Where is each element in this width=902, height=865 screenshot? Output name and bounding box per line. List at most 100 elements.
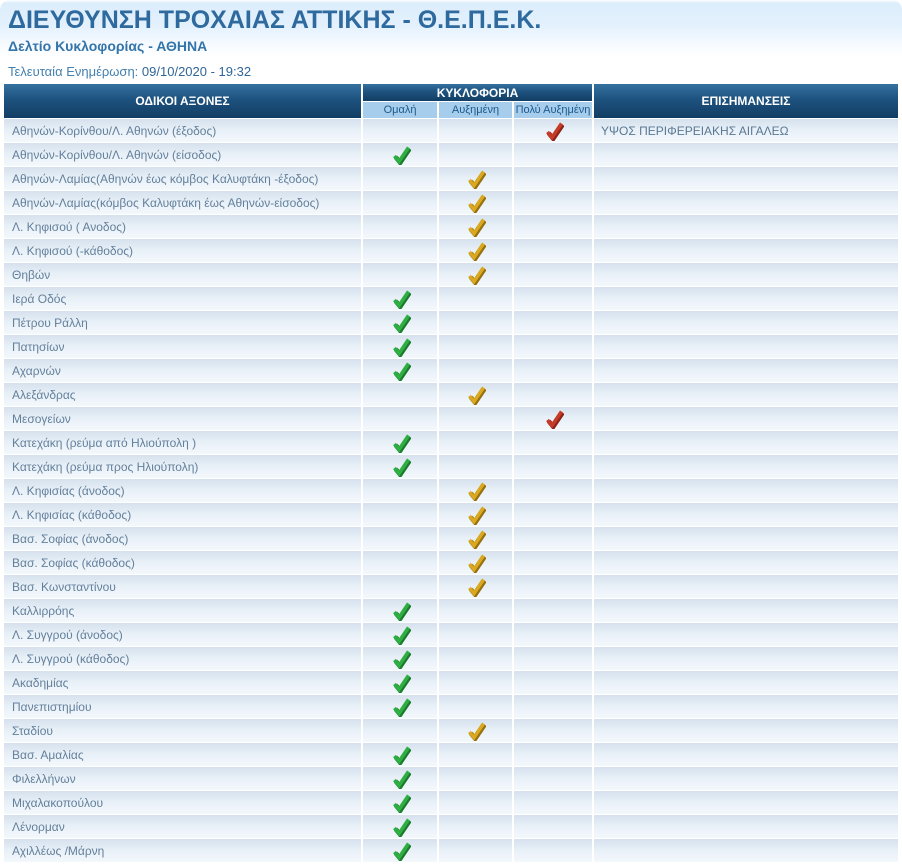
remark-cell [594,287,898,310]
check-icon [468,721,486,741]
status-cell-increased [439,695,512,718]
check-icon [392,793,411,813]
road-name: Λ. Κηφισού ( Ανοδος) [4,215,361,238]
status-cell-increased [439,215,512,238]
column-header-traffic: ΚΥΚΛΟΦΟΡΙΑ [363,84,592,101]
status-cell-increased [439,623,512,646]
road-name: Λ. Συγγρού (άνοδος) [4,623,361,646]
check-icon [392,817,411,837]
check-icon [468,481,486,501]
check-icon [392,745,411,765]
road-name: Ακαδημίας [4,671,361,694]
remark-cell [594,743,898,766]
road-name: Πατησίων [4,335,361,358]
road-name: Λ. Κηφισίας (κάθοδος) [4,503,361,526]
check-icon [392,625,411,645]
status-cell-very-increased [514,695,592,718]
table-row: Βασ. Αμαλίας [4,743,898,766]
road-name: Λ. Συγγρού (κάθοδος) [4,647,361,670]
table-row: Πατησίων [4,335,898,358]
road-name: Λ. Κηφισίας (άνοδος) [4,479,361,502]
status-cell-increased [439,743,512,766]
status-cell-normal [363,695,437,718]
status-cell-very-increased [514,407,592,430]
status-cell-very-increased [514,575,592,598]
subheader-very-increased: Πολύ Αυξημένη [514,102,592,118]
remark-cell [594,503,898,526]
road-name: Βασ. Σοφίας (άνοδος) [4,527,361,550]
check-icon [468,553,486,573]
road-name: Αθηνών-Λαμίας(κόμβος Καλυφτάκη έως Αθηνώ… [4,191,361,214]
table-row: Λ. Συγγρού (κάθοδος) [4,647,898,670]
table-row: Κατεχάκη (ρεύμα προς Ηλιούπολη) [4,455,898,478]
road-name: Μιχαλακοπούλου [4,791,361,814]
status-cell-increased [439,263,512,286]
check-icon [392,337,411,357]
status-cell-very-increased [514,767,592,790]
status-cell-very-increased [514,599,592,622]
table-row: Κατεχάκη (ρεύμα από Ηλιούπολη ) [4,431,898,454]
status-cell-normal [363,527,437,550]
status-cell-normal [363,623,437,646]
check-icon [468,529,486,549]
table-row: Σταδίου [4,719,898,742]
road-name: Φιλελλήνων [4,767,361,790]
status-cell-very-increased [514,119,592,142]
road-name: Βασ. Σοφίας (κάθοδος) [4,551,361,574]
road-name: Μεσογείων [4,407,361,430]
status-cell-normal [363,359,437,382]
check-icon [468,385,486,405]
table-row: Αχαρνών [4,359,898,382]
check-icon [392,649,411,669]
road-name: Πανεπιστημίου [4,695,361,718]
status-cell-normal [363,551,437,574]
table-header: ΟΔΙΚΟΙ ΑΞΟΝΕΣ ΚΥΚΛΟΦΟΡΙΑ Ομαλή Αυξημένη … [4,84,898,118]
table-row: Αθηνών-Κορίνθου/Λ. Αθηνών (είσοδος) [4,143,898,166]
status-cell-increased [439,311,512,334]
check-icon [392,697,411,717]
table-row: Λ. Κηφισίας (άνοδος) [4,479,898,502]
last-update-value: 09/10/2020 - 19:32 [141,64,252,79]
check-icon [392,769,411,789]
check-icon [392,145,411,165]
status-cell-very-increased [514,311,592,334]
table-row: Θηβών [4,263,898,286]
subheader-normal: Ομαλή [363,102,437,118]
status-cell-very-increased [514,263,592,286]
status-cell-normal [363,791,437,814]
table-row: Λ. Κηφισού ( Ανοδος) [4,215,898,238]
status-cell-normal [363,839,437,862]
check-icon [545,409,564,429]
status-cell-very-increased [514,671,592,694]
status-cell-very-increased [514,359,592,382]
road-name: Θηβών [4,263,361,286]
check-icon [392,601,411,621]
status-cell-increased [439,431,512,454]
status-cell-normal [363,671,437,694]
road-name: Βασ. Αμαλίας [4,743,361,766]
traffic-subheaders: Ομαλή Αυξημένη Πολύ Αυξημένη [363,102,592,118]
status-cell-increased [439,671,512,694]
remark-cell [594,359,898,382]
status-cell-very-increased [514,815,592,838]
status-cell-very-increased [514,215,592,238]
status-cell-increased [439,359,512,382]
table-row: Λ. Κηφισίας (κάθοδος) [4,503,898,526]
table-row: Μεσογείων [4,407,898,430]
table-row: Καλλιρρόης [4,599,898,622]
remark-cell [594,599,898,622]
remark-cell [594,551,898,574]
road-name: Καλλιρρόης [4,599,361,622]
status-cell-very-increased [514,503,592,526]
table-row: Βασ. Σοφίας (κάθοδος) [4,551,898,574]
status-cell-normal [363,479,437,502]
check-icon [392,289,411,309]
road-name: Αθηνών-Κορίνθου/Λ. Αθηνών (έξοδος) [4,119,361,142]
status-cell-very-increased [514,167,592,190]
check-icon [392,673,411,693]
status-cell-increased [439,791,512,814]
status-cell-very-increased [514,743,592,766]
table-row: Αθηνών-Λαμίας(Αθηνών έως κόμβος Καλυφτάκ… [4,167,898,190]
status-cell-very-increased [514,335,592,358]
check-icon [392,361,411,381]
